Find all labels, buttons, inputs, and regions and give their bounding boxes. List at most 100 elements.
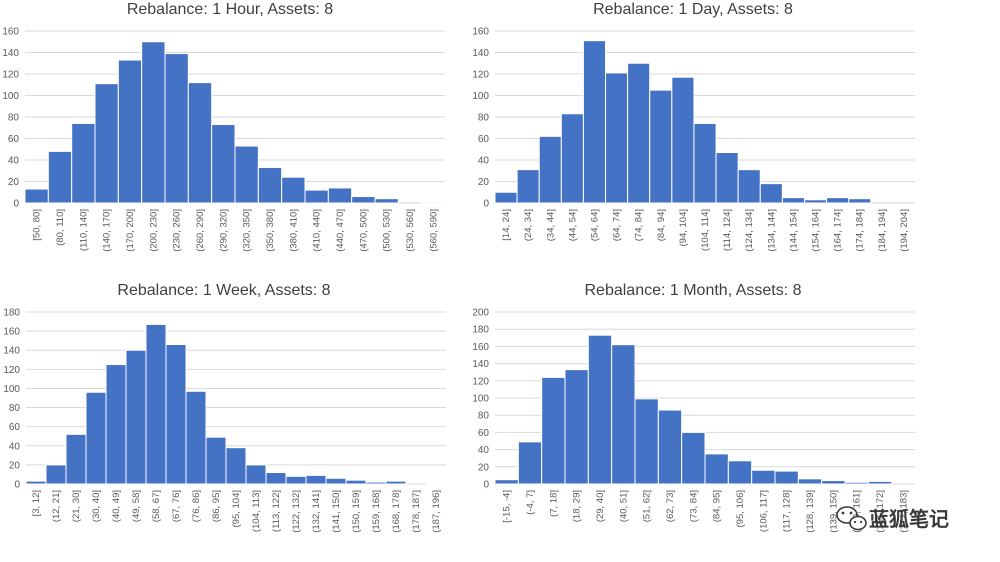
y-tick-label: 160 [472,342,489,353]
y-tick-label: 80 [478,113,490,124]
y-tick-label: 140 [472,359,489,370]
histogram-bar [516,169,540,204]
histogram-bar [94,83,119,204]
y-tick-label: 0 [13,199,19,210]
x-tick-label: (187, 196] [431,490,442,533]
histogram-bar [65,433,87,485]
x-tick-label: (122, 132] [291,490,302,533]
chart-title: Rebalance: 1 Day, Assets: 8 [593,1,793,18]
histogram-bar [374,198,399,204]
histogram-bar [671,76,695,204]
x-tick-label: (134, 144] [766,209,777,252]
histogram-bar [265,472,287,485]
y-tick-label: 80 [9,403,21,414]
histogram-bar [751,469,776,485]
histogram-bar [165,343,187,485]
histogram-bar [634,398,659,485]
x-tick-label: (76, 86] [191,490,202,522]
y-tick-label: 60 [8,134,20,145]
histogram-bar [345,479,367,485]
y-tick-label: 0 [483,480,489,491]
y-tick-label: 140 [2,48,19,59]
x-tick-label: (110, 140] [78,209,89,251]
x-tick-label: (80, 110] [55,209,66,246]
histogram-bar [185,390,207,485]
histogram-chart-4: Rebalance: 1 Month, Assets: 8 0 20 40 60 80 10… [472,282,915,533]
histogram-bar [47,150,73,204]
x-tick-label: (132, 141] [311,490,322,533]
x-tick-label: (159, 168] [371,490,382,533]
histogram-bar [494,191,518,204]
x-tick-label: (164, 174] [833,209,844,252]
histogram-bar [117,59,143,204]
x-tick-label: (168, 178] [391,490,402,533]
histogram-bar [327,187,353,204]
x-tick-label: (560, 590] [428,209,439,252]
histogram-bar [425,482,447,485]
histogram-bar [141,41,166,204]
histogram-bar [627,62,651,204]
histogram-bar [285,475,307,485]
histogram-bar [693,122,717,204]
histogram-bar [385,480,407,485]
y-tick-label: 120 [3,365,20,376]
histogram-bar [759,183,783,204]
histogram-bar [867,480,893,485]
x-tick-label: (64, 74] [612,209,623,241]
histogram-chart-2: Rebalance: 1 Day, Assets: 8 0 20 40 60 80 100 1… [472,1,915,252]
x-tick-label: [50, 80] [32,209,43,241]
x-tick-label: (34, 44] [545,209,556,241]
y-tick-label: 100 [472,91,489,102]
x-tick-label: (95, 106] [735,490,746,528]
y-tick-label: 40 [8,156,20,167]
y-tick-label: 100 [3,384,20,395]
x-tick-label: (21, 30] [71,490,82,522]
x-tick-label: [14, 24] [501,209,512,241]
wechat-icon [836,506,867,531]
x-tick-label: (174, 184] [855,209,866,252]
y-tick-label: 60 [478,428,490,439]
x-tick-label: (49, 58] [131,490,142,522]
histogram-bar [844,481,869,485]
x-tick-label: (178, 187] [411,490,422,533]
x-tick-label: (290, 320] [218,209,229,252]
y-tick-label: 160 [2,27,19,38]
y-tick-label: 0 [14,480,20,491]
x-tick-label: (154, 164] [811,209,822,252]
y-tick-label: 60 [478,134,490,145]
histogram-bar [365,481,387,485]
y-tick-label: 100 [472,394,489,405]
histogram-bar [351,196,376,204]
x-tick-label: (106, 117] [758,490,769,532]
x-tick-label: (184, 194] [877,209,888,252]
histogram-bar [325,477,347,485]
x-tick-label: (94, 104] [678,209,689,247]
y-tick-label: 120 [472,70,489,81]
x-tick-label: [3, 12] [31,490,42,516]
histogram-bar [649,89,673,204]
histogram-bar [164,53,189,204]
x-tick-label: (-4, 7] [525,490,536,515]
histogram-bar [494,479,519,485]
y-tick-label: 140 [3,346,20,357]
x-tick-label: (150, 159] [351,490,362,533]
watermark-text: 蓝狐笔记 [869,507,949,531]
y-tick-label: 20 [8,177,20,188]
histogram-bar [774,470,799,485]
histogram-bar [848,198,872,204]
x-tick-label: (74, 84] [634,209,645,241]
x-tick-label: (117, 128] [782,490,793,532]
x-tick-label: (140, 170] [102,209,113,252]
x-tick-label: (54, 64] [589,209,600,241]
y-tick-label: 20 [9,460,21,471]
histogram-bar [25,480,47,485]
histogram-bar [826,197,850,204]
x-tick-label: (24, 34] [523,209,534,241]
x-tick-label: (18, 29] [572,490,583,522]
chart-title: Rebalance: 1 Hour, Assets: 8 [127,1,333,18]
x-tick-label: (200, 230] [148,209,159,252]
histogram-bar [657,409,683,485]
x-tick-label: (230, 260] [172,209,183,252]
x-tick-label: (84, 94] [656,209,667,241]
x-tick-label: (320, 350] [242,209,253,252]
